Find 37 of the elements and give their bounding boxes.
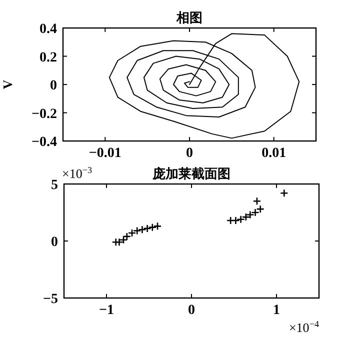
point xyxy=(242,212,250,222)
y-tick-label: −0.4 xyxy=(32,135,57,150)
chart-title: 相图 xyxy=(176,10,202,25)
point xyxy=(226,216,235,225)
point xyxy=(122,232,132,241)
point xyxy=(232,216,240,225)
y-tick-label: 0 xyxy=(51,235,58,250)
x-tick-label: 0 xyxy=(186,146,193,161)
y-tick-label: −5 xyxy=(43,292,58,307)
text: ×10$^{−4}$ xyxy=(288,319,320,335)
y-axis-title: V xyxy=(0,79,15,90)
point xyxy=(128,228,136,238)
point xyxy=(148,223,157,232)
y-tick-label: 0.2 xyxy=(40,50,57,66)
point xyxy=(143,224,152,233)
x-tick-label: 1 xyxy=(273,303,280,318)
point xyxy=(138,225,146,234)
point xyxy=(246,210,254,219)
y-tick-label: 0 xyxy=(50,78,57,94)
point xyxy=(132,226,142,235)
point xyxy=(153,222,162,230)
x-tick-label: 0.01 xyxy=(262,146,286,161)
point xyxy=(119,236,128,244)
point xyxy=(256,204,264,214)
point xyxy=(251,208,260,217)
x-tick-label: 0 xyxy=(188,303,195,318)
line-series xyxy=(108,33,300,139)
point xyxy=(280,188,288,198)
x-tick-label: −0.01 xyxy=(88,146,122,161)
y-tick-label: −0.2 xyxy=(32,106,57,122)
text: ×10$^{−3}$ xyxy=(62,165,92,181)
y-tick-label: 0.4 xyxy=(40,22,57,37)
x-tick-label: −1 xyxy=(99,303,114,318)
y-tick-label: 5 xyxy=(51,178,58,193)
chart-title: 庞加莱截面图 xyxy=(152,166,230,181)
point xyxy=(236,215,245,224)
point xyxy=(252,196,262,206)
